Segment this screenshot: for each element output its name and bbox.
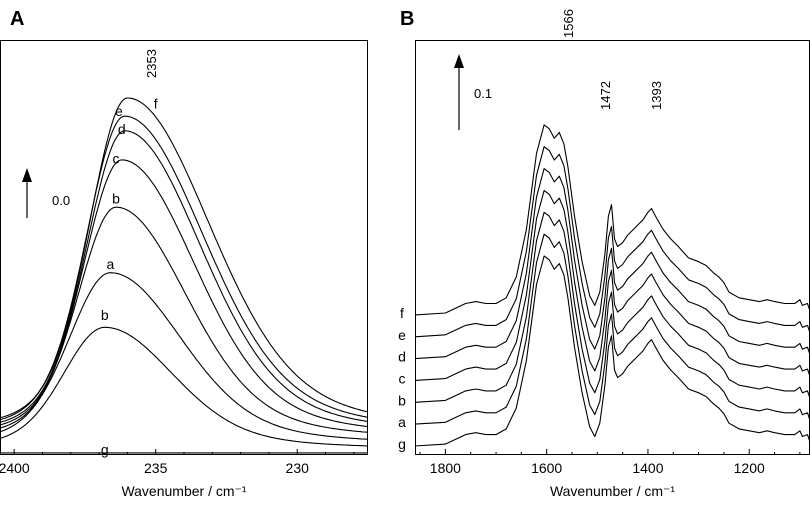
panel-b-x-tick-label: 1200 xyxy=(734,460,765,476)
panel-b-series-label: g xyxy=(398,436,406,452)
panel-b-peak-annotations: 1566 1472 1393 xyxy=(561,9,664,110)
panel-b-series-line xyxy=(414,124,810,316)
panel-b-x-tick-label: 1600 xyxy=(531,460,562,476)
panel-b-series xyxy=(414,124,810,447)
panel-b-x-ticks: 1800 1600 1400 1200 xyxy=(419,449,801,476)
panel-a-series-label: d xyxy=(118,121,126,137)
panel-b-series-label: f xyxy=(400,305,404,321)
panel-b-series-line xyxy=(414,233,810,425)
panel-a-series-line xyxy=(0,97,369,419)
panel-a-series-label: b xyxy=(112,190,120,206)
panel-b-series-line xyxy=(414,146,810,338)
panel-b-letter: B xyxy=(400,8,414,30)
panel-a-series-line xyxy=(0,115,369,421)
panel-b-series-line xyxy=(414,189,810,381)
panel-b-scale-bar-label: 0.1 xyxy=(474,86,492,101)
panel-a-series-line xyxy=(0,326,368,447)
panel-a-x-tick-label: 230 xyxy=(286,460,310,476)
panel-a-series-labels: g b a b cde f xyxy=(101,96,158,458)
panel-b-peak-annotation: 1566 xyxy=(561,9,576,38)
panel-b-x-tick-label: 1400 xyxy=(632,460,663,476)
panel-b-x-tick-label: 1800 xyxy=(430,460,461,476)
panel-a-peak-annotation: 2353 xyxy=(144,49,159,78)
panel-b-series-line xyxy=(414,255,810,447)
panel-a-series-line xyxy=(0,272,369,440)
panel-a-series-label: a xyxy=(107,256,115,272)
panel-b-series-label: b xyxy=(398,392,406,408)
panel-a-x-axis-title: Wavenumber / cm⁻¹ xyxy=(121,483,246,499)
panel-a-series-label: e xyxy=(115,103,123,119)
panel-a-scale-bar-arrowhead xyxy=(22,168,32,182)
panel-a-series-label: g xyxy=(101,442,109,458)
panel-b-scale-bar-arrowhead xyxy=(454,54,464,68)
panel-b-peak-annotation: 1472 xyxy=(598,81,613,110)
panel-a-series xyxy=(0,97,369,454)
panel-a-series-label: f xyxy=(154,96,158,112)
panel-b-series-label: e xyxy=(398,327,406,343)
panel-b-series-line xyxy=(414,168,810,360)
panel-a-x-tick-label: 235 xyxy=(144,460,168,476)
panel-a-x-tick-label: 2400 xyxy=(0,460,30,476)
panel-a-letter: A xyxy=(10,8,24,30)
panel-a-frame xyxy=(0,40,368,455)
panel-a-series-line xyxy=(0,130,369,423)
panel-a-x-ticks: 2400 235 230 xyxy=(0,449,355,476)
panel-a-scale-bar-label: 0.0 xyxy=(52,193,70,208)
panel-b-series-label: d xyxy=(398,349,406,365)
panel-b-x-axis-title: Wavenumber / cm⁻¹ xyxy=(550,483,675,499)
panel-a: A 2400 235 230 g b a b cde f 2353 0.0 Wavenumbe… xyxy=(0,8,369,499)
panel-b-series-line xyxy=(414,211,810,403)
panel-b-series-label: c xyxy=(399,370,406,386)
panel-b-peak-annotation: 1393 xyxy=(649,81,664,110)
panel-a-series-label: c xyxy=(113,150,120,166)
panel-b-series-label: a xyxy=(398,414,406,430)
panel-a-series-label: b xyxy=(101,307,109,323)
